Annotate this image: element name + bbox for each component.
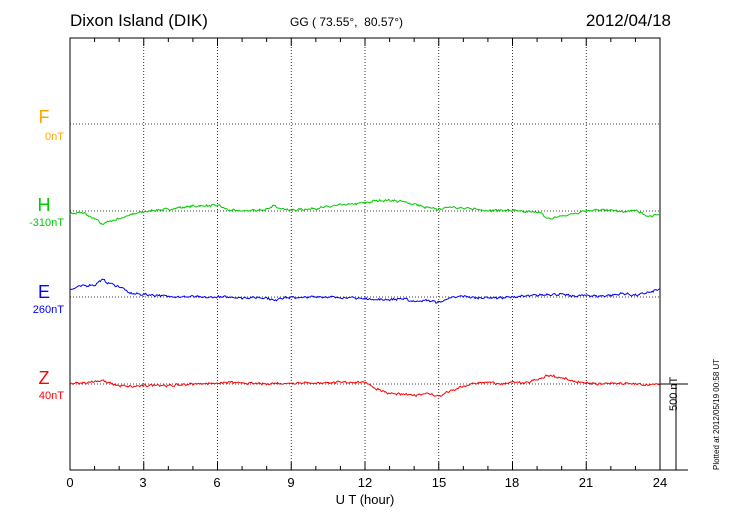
channel-e-label: E bbox=[37, 282, 50, 302]
x-axis-label: U T (hour) bbox=[335, 492, 395, 507]
x-tick-label: 24 bbox=[652, 475, 668, 490]
channel-e-baseline: 260nT bbox=[32, 304, 64, 316]
series-line-h bbox=[69, 198, 661, 226]
channel-h-baseline: -310nT bbox=[29, 217, 64, 229]
x-tick-label: 21 bbox=[578, 475, 594, 490]
channel-f-label: F bbox=[38, 107, 50, 127]
scale-bar-label: 500 nT bbox=[668, 376, 680, 411]
series-line-e bbox=[69, 278, 661, 304]
x-tick-label: 6 bbox=[213, 475, 221, 490]
channel-z-baseline: 40nT bbox=[38, 390, 64, 402]
station-title: Dixon Island (DIK) bbox=[70, 11, 208, 30]
axis-ticks bbox=[69, 38, 661, 470]
x-tick-label: 3 bbox=[139, 475, 147, 490]
channel-f-baseline: 0nT bbox=[45, 131, 64, 143]
series-group bbox=[69, 198, 661, 397]
x-tick-label: 15 bbox=[431, 475, 447, 490]
scale-bar bbox=[660, 383, 688, 471]
channel-z-label: Z bbox=[38, 368, 50, 388]
plot-date: 2012/04/18 bbox=[585, 11, 671, 30]
x-tick-label: 18 bbox=[504, 475, 520, 490]
station-coordinates: GG ( 73.55°, 80.57°) bbox=[290, 15, 403, 29]
x-tick-label: 9 bbox=[287, 475, 295, 490]
channel-h-label: H bbox=[37, 195, 51, 215]
series-line-z bbox=[69, 374, 661, 397]
plotted-timestamp: Plotted at 2012/05/19 00:58 UT bbox=[712, 358, 721, 470]
x-tick-label: 0 bbox=[66, 475, 74, 490]
grid-lines bbox=[70, 38, 660, 470]
x-tick-label: 12 bbox=[357, 475, 373, 490]
